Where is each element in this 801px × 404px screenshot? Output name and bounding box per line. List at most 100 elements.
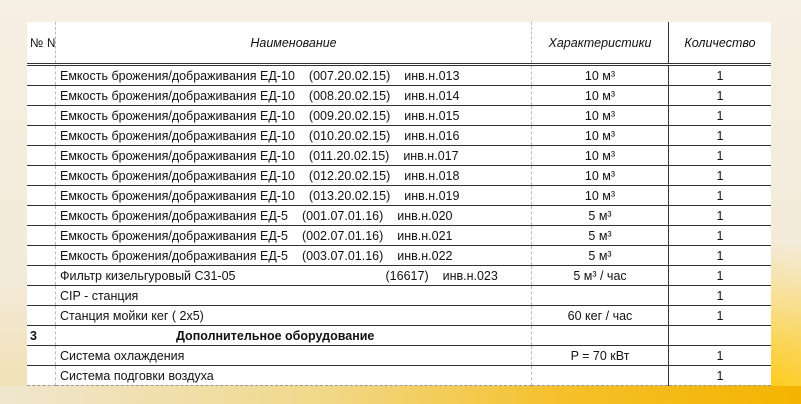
cell-name: Емкость брожения/дображивания ЕД-5 (001.0…	[55, 205, 532, 226]
cell-quantity: 1	[668, 305, 771, 326]
cell-number	[27, 185, 56, 206]
table-row: Емкость брожения/дображивания ЕД-10 (009.…	[27, 105, 771, 126]
cell-name: Емкость брожения/дображивания ЕД-10 (013.…	[55, 185, 532, 206]
cell-quantity: 1	[668, 85, 771, 106]
item-name: Емкость брожения/дображивания ЕД-10	[60, 168, 295, 183]
cell-number	[27, 145, 56, 166]
cell-name: Емкость брожения/дображивания ЕД-5 (003.0…	[55, 245, 532, 266]
inventory-number: инв.н.013	[404, 68, 460, 83]
item-name: CIP - станция	[60, 288, 139, 303]
header-quantity: Количество	[668, 22, 771, 66]
item-name: Емкость брожения/дображивания ЕД-5	[60, 208, 288, 223]
table-row: Система подговки воздуха 1	[27, 365, 771, 386]
table-row: Емкость брожения/дображивания ЕД-10 (007.…	[27, 64, 771, 86]
cell-quantity: 1	[668, 225, 771, 246]
background-band	[0, 386, 801, 404]
cell-number	[27, 345, 56, 366]
item-code: (008.20.02.15)	[308, 88, 391, 103]
item-code: (010.20.02.15)	[308, 128, 391, 143]
section-row: 3 Дополнительное оборудование	[27, 325, 771, 346]
cell-characteristics: 10 м³	[531, 185, 669, 206]
item-name: Емкость брожения/дображивания ЕД-10	[60, 188, 295, 203]
item-code: (007.20.02.15)	[308, 68, 391, 83]
cell-characteristics: 10 м³	[531, 105, 669, 126]
cell-name: CIP - станция	[55, 285, 532, 306]
item-code: (012.20.02.15)	[308, 168, 391, 183]
cell-characteristics	[531, 285, 669, 306]
item-name: Система охлаждения	[60, 348, 185, 363]
item-name: Емкость брожения/дображивания ЕД-10	[60, 128, 295, 143]
cell-characteristics: 10 м³	[531, 85, 669, 106]
cell-quantity: 1	[668, 165, 771, 186]
cell-quantity: 1	[668, 365, 771, 386]
inventory-number: инв.н.017	[403, 148, 459, 163]
cell-name: Емкость брожения/дображивания ЕД-10 (012.…	[55, 165, 532, 186]
table-row: Фильтр кизельгуровый С31-05 (16617) инв.н.…	[27, 265, 771, 286]
item-name: Емкость брожения/дображивания ЕД-10	[60, 68, 295, 83]
cell-number	[27, 165, 56, 186]
cell-name: Емкость брожения/дображивания ЕД-10 (010.…	[55, 125, 532, 146]
cell-characteristics: 60 кег / час	[531, 305, 669, 326]
cell-quantity: 1	[668, 205, 771, 226]
cell-number	[27, 285, 56, 306]
item-name: Емкость брожения/дображивания ЕД-5	[60, 248, 288, 263]
table-row: Станция мойки кег ( 2х5) 60 кег / час 1	[27, 305, 771, 326]
cell-quantity: 1	[668, 345, 771, 366]
header-characteristics: Характеристики	[531, 22, 669, 66]
table-row: Емкость брожения/дображивания ЕД-5 (001.0…	[27, 205, 771, 226]
header-number: № №	[27, 22, 56, 66]
item-name: Емкость брожения/дображивания ЕД-5	[60, 228, 288, 243]
cell-number	[27, 305, 56, 326]
item-name: Дополнительное оборудование	[176, 328, 375, 343]
inventory-number: инв.н.016	[404, 128, 460, 143]
cell-characteristics: 10 м³	[531, 125, 669, 146]
inventory-number: инв.н.018	[404, 168, 460, 183]
cell-name: Емкость брожения/дображивания ЕД-10 (007.…	[55, 64, 532, 86]
cell-quantity: 1	[668, 145, 771, 166]
cell-number	[27, 205, 56, 226]
cell-name: Емкость брожения/дображивания ЕД-10 (009.…	[55, 105, 532, 126]
table-row: Емкость брожения/дображивания ЕД-5 (003.0…	[27, 245, 771, 266]
cell-number	[27, 125, 56, 146]
table-row: Емкость брожения/дображивания ЕД-10 (013.…	[27, 185, 771, 206]
cell-number	[27, 64, 56, 86]
table-header: № № Наименование Характеристики Количест…	[27, 22, 771, 66]
cell-number	[27, 365, 56, 386]
cell-name: Емкость брожения/дображивания ЕД-5 (002.0…	[55, 225, 532, 246]
item-code: (011.20.02.15)	[308, 148, 390, 163]
cell-number	[27, 265, 56, 286]
table-row: Емкость брожения/дображивания ЕД-10 (010.…	[27, 125, 771, 146]
inventory-number: инв.н.022	[397, 248, 453, 263]
cell-name: Система охлаждения	[55, 345, 532, 366]
item-code: (001.07.01.16)	[301, 208, 384, 223]
item-name: Фильтр кизельгуровый С31-05	[60, 268, 236, 283]
cell-quantity: 1	[668, 105, 771, 126]
cell-name: Емкость брожения/дображивания ЕД-10 (008.…	[55, 85, 532, 106]
cell-number	[27, 85, 56, 106]
cell-name: Емкость брожения/дображивания ЕД-10 (011.…	[55, 145, 532, 166]
cell-characteristics: 10 м³	[531, 165, 669, 186]
item-name: Станция мойки кег ( 2х5)	[60, 308, 204, 323]
cell-quantity: 1	[668, 64, 771, 86]
cell-quantity: 1	[668, 245, 771, 266]
cell-quantity: 1	[668, 125, 771, 146]
cell-characteristics: P = 70 кВт	[531, 345, 669, 366]
inventory-number: инв.н.019	[404, 188, 460, 203]
item-name: Емкость брожения/дображивания ЕД-10	[60, 108, 295, 123]
item-code: (013.20.02.15)	[308, 188, 391, 203]
equipment-table: № № Наименование Характеристики Количест…	[27, 22, 771, 386]
item-name: Система подговки воздуха	[60, 368, 214, 383]
inventory-number: инв.н.014	[404, 88, 460, 103]
cell-quantity	[668, 325, 771, 346]
cell-characteristics: 5 м³	[531, 205, 669, 226]
cell-characteristics: 5 м³	[531, 225, 669, 246]
table-row: Емкость брожения/дображивания ЕД-10 (011.…	[27, 145, 771, 166]
cell-number	[27, 225, 56, 246]
cell-characteristics: 5 м³ / час	[531, 265, 669, 286]
inventory-number: инв.н.021	[397, 228, 453, 243]
item-name: Емкость брожения/дображивания ЕД-10	[60, 148, 295, 163]
cell-number	[27, 105, 56, 126]
cell-characteristics	[531, 325, 669, 346]
item-code: (009.20.02.15)	[308, 108, 391, 123]
cell-characteristics: 10 м³	[531, 64, 669, 86]
